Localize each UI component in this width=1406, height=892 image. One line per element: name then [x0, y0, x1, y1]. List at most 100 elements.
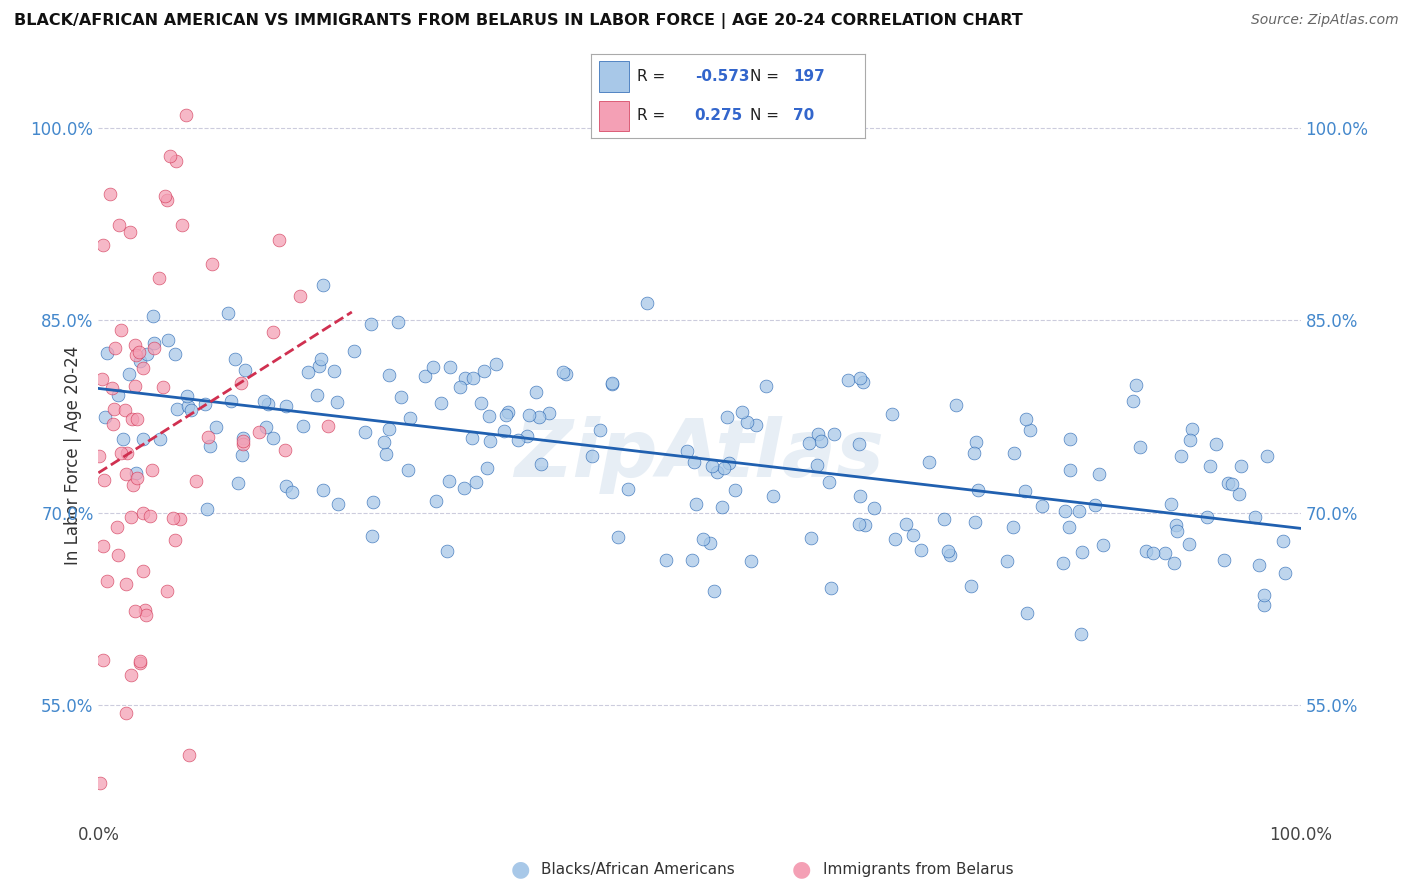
Point — [744, 417, 766, 432]
Point — [107, 548, 129, 562]
Point — [527, 409, 550, 424]
Point — [156, 583, 179, 598]
Point — [115, 706, 138, 720]
Point — [863, 501, 886, 516]
Point — [387, 315, 409, 329]
Point — [1249, 558, 1271, 572]
Point — [472, 364, 495, 378]
Point — [485, 357, 508, 371]
Point — [718, 457, 741, 471]
Point — [960, 579, 983, 593]
Point — [735, 415, 758, 429]
Point — [965, 435, 987, 450]
Point — [100, 186, 122, 201]
Point — [115, 467, 138, 481]
Point — [219, 394, 242, 409]
Point — [413, 369, 436, 384]
Point — [129, 657, 152, 671]
Point — [153, 188, 176, 202]
Point — [524, 385, 547, 400]
Point — [194, 397, 217, 411]
Point — [274, 399, 297, 413]
Point — [508, 433, 530, 447]
Point — [124, 605, 146, 619]
Point — [224, 351, 246, 366]
Point — [229, 376, 252, 391]
Point — [963, 515, 986, 529]
Point — [292, 418, 315, 433]
Point — [312, 277, 335, 292]
Point — [616, 482, 638, 496]
Point — [398, 411, 420, 425]
Point — [692, 532, 714, 546]
Point — [602, 376, 624, 391]
Point — [217, 306, 239, 320]
Point — [817, 475, 839, 489]
Point — [1091, 538, 1114, 552]
Point — [807, 427, 830, 442]
Point — [478, 409, 501, 423]
Point — [91, 653, 114, 667]
Point — [478, 434, 501, 448]
Point — [453, 482, 475, 496]
Point — [1178, 537, 1201, 551]
Point — [311, 483, 333, 497]
Point — [96, 346, 118, 360]
Point — [262, 431, 284, 445]
Point — [134, 603, 156, 617]
Point — [195, 502, 218, 516]
Point — [389, 390, 412, 404]
Point — [200, 439, 222, 453]
Point — [125, 467, 148, 481]
Bar — [599, 62, 628, 92]
Point — [96, 574, 118, 588]
Point — [361, 529, 384, 543]
Point — [910, 542, 932, 557]
Point — [375, 447, 398, 461]
Point — [93, 473, 115, 487]
Point — [127, 471, 149, 485]
Point — [163, 533, 186, 548]
Point — [232, 434, 254, 449]
Point — [363, 494, 385, 508]
Point — [932, 512, 955, 526]
Point — [1135, 544, 1157, 558]
Point — [91, 237, 114, 252]
Point — [180, 402, 202, 417]
Point — [425, 494, 447, 508]
Point — [308, 359, 330, 373]
Text: N =: N = — [749, 108, 783, 123]
Point — [309, 351, 332, 366]
Point — [1195, 510, 1218, 524]
Point — [281, 484, 304, 499]
Point — [152, 379, 174, 393]
Point — [1164, 517, 1187, 532]
Point — [165, 154, 187, 169]
Point — [373, 435, 395, 450]
Point — [1256, 449, 1278, 463]
Point — [1213, 552, 1236, 566]
Text: R =: R = — [637, 69, 671, 84]
Point — [132, 361, 155, 376]
Point — [439, 359, 461, 374]
Point — [378, 422, 401, 436]
Point — [143, 335, 166, 350]
Point — [316, 419, 339, 434]
Point — [323, 364, 346, 378]
Point — [655, 553, 678, 567]
Point — [128, 354, 150, 368]
Point — [1230, 459, 1253, 474]
Point — [702, 458, 724, 473]
Point — [360, 318, 382, 332]
Point — [226, 476, 249, 491]
Point — [606, 530, 628, 544]
Point — [124, 378, 146, 392]
Point — [103, 341, 125, 355]
Point — [112, 432, 135, 446]
Point — [136, 347, 159, 361]
Point — [177, 399, 200, 413]
Point — [724, 483, 747, 497]
Point — [706, 465, 728, 479]
Point — [378, 368, 401, 383]
Point — [288, 289, 311, 303]
